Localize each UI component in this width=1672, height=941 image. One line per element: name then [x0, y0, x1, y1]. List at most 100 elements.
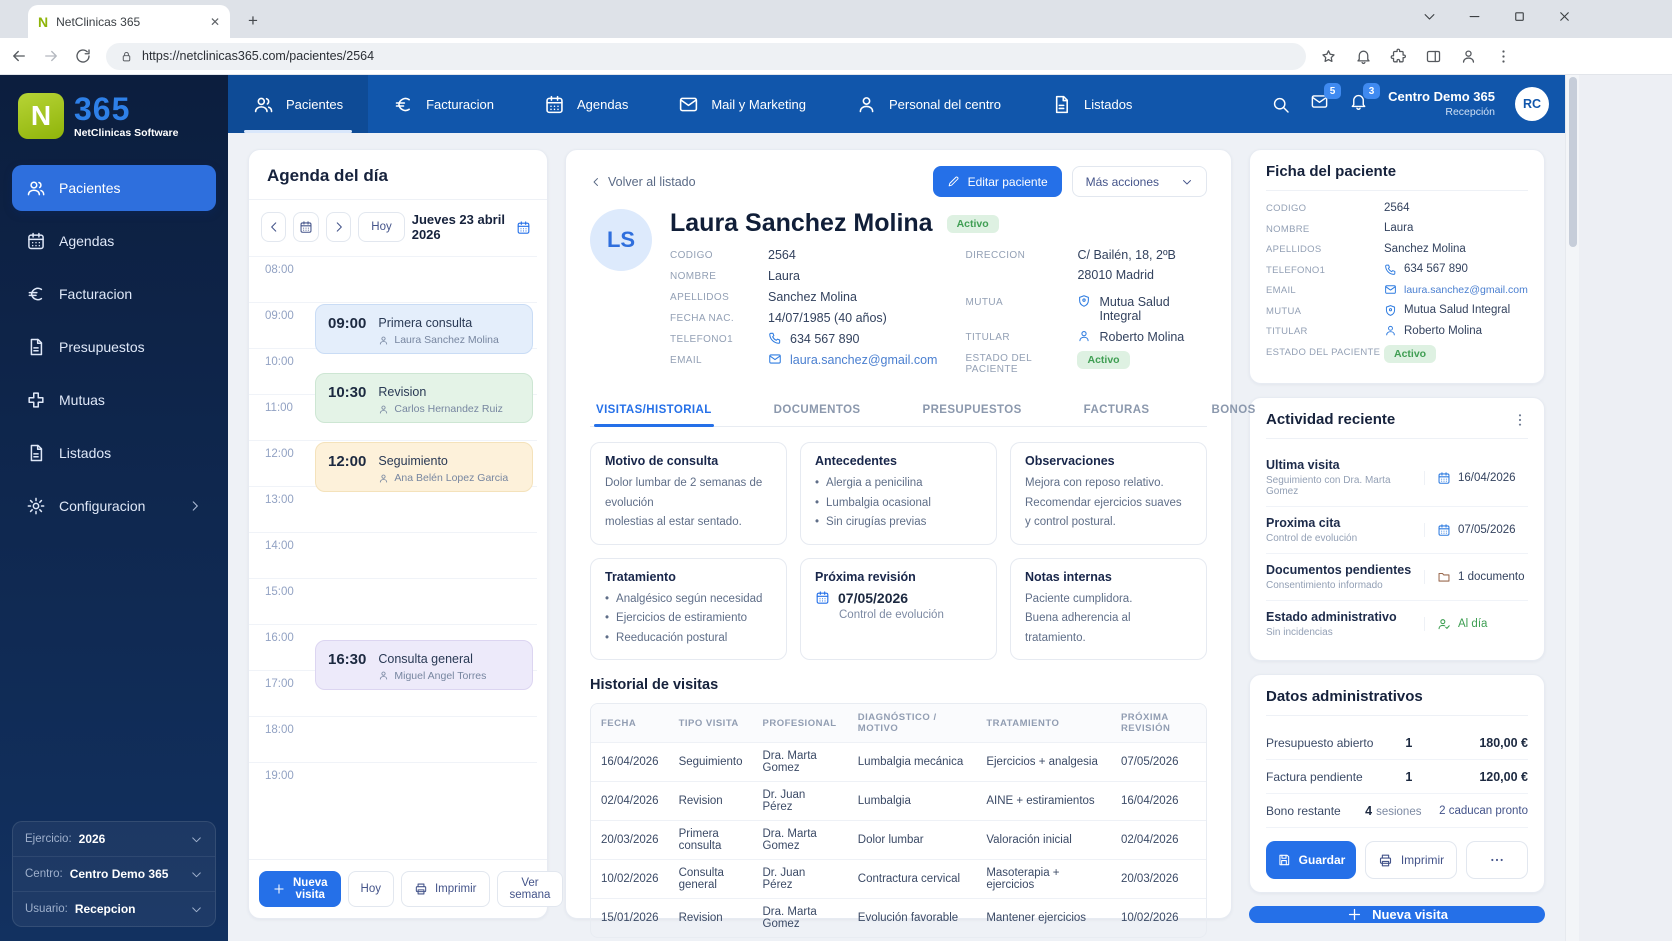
page-scrollbar[interactable]: [1565, 75, 1579, 941]
messages-icon[interactable]: [1310, 92, 1329, 111]
print-button[interactable]: Imprimir: [1365, 841, 1457, 879]
bookmark-star-icon[interactable]: [1320, 48, 1337, 65]
browser-menu-kebab-icon[interactable]: [1495, 48, 1512, 65]
back-icon[interactable]: [10, 47, 28, 65]
agenda-event-seguimiento[interactable]: 12:00 Seguimiento Ana Belén Lopez Garcia: [315, 442, 533, 493]
selector-ejercicio[interactable]: Ejercicio: 2026: [13, 822, 215, 856]
chevron-down-icon: [190, 868, 203, 881]
agenda-slot-1900[interactable]: 19:00: [249, 762, 537, 808]
logo-365: 365: [74, 91, 131, 127]
new-visit-button[interactable]: Nueva visita: [259, 871, 341, 907]
agenda-slot-1800[interactable]: 18:00: [249, 716, 537, 762]
back-to-list-link[interactable]: Volver al listado: [590, 175, 696, 189]
tab-bonos[interactable]: BONOS: [1211, 404, 1256, 416]
pencil-icon: [947, 175, 960, 188]
print-agenda-button[interactable]: Imprimir: [400, 871, 490, 907]
top-nav-personal-del-centro[interactable]: Personal del centro: [831, 75, 1026, 133]
agenda-slot-0900[interactable]: 09:00: [249, 302, 537, 348]
field-email: EMAIL laura.sanchez@gmail.com: [670, 353, 938, 367]
top-nav-listados[interactable]: Listados: [1026, 75, 1157, 133]
extensions-puzzle-icon[interactable]: [1390, 48, 1407, 65]
agenda-today-button[interactable]: Hoy: [358, 212, 405, 242]
visit-row[interactable]: 15/01/2026 Revision Dra. Marta Gomez Evoluc…: [591, 898, 1206, 937]
agenda-event-consulta-general[interactable]: 16:30 Consulta general Miguel Angel Torr…: [315, 639, 533, 690]
new-tab-button[interactable]: +: [248, 11, 258, 30]
agenda-next-button[interactable]: [325, 212, 352, 242]
agenda-slot-1200[interactable]: 12:00: [249, 440, 537, 486]
reload-icon[interactable]: [74, 47, 92, 65]
save-button[interactable]: Guardar: [1266, 841, 1356, 879]
sidebar-item-mutuas[interactable]: Mutuas: [12, 377, 216, 423]
browser-tab-strip: N NetClinicas 365 ✕ +: [0, 0, 1672, 38]
tab-close-icon[interactable]: ✕: [209, 14, 220, 29]
agenda-date[interactable]: Jueves 23 abril 2026: [412, 212, 535, 242]
admin-presupuesto-abierto: Presupuesto abierto 1 180,00 €: [1266, 726, 1528, 760]
admin-title: Datos administrativos: [1266, 688, 1423, 705]
calendar-icon: [299, 220, 313, 234]
visit-row[interactable]: 20/03/2026 Primera consulta Dra. Marta Gom…: [591, 820, 1206, 859]
summary-email: EMAIL laura.sanchez@gmail.com: [1266, 283, 1528, 297]
agenda-slot-1600[interactable]: 16:00: [249, 624, 537, 670]
agenda-slot-1500[interactable]: 15:00: [249, 578, 537, 624]
edit-patient-button[interactable]: Editar paciente: [932, 166, 1062, 197]
agenda-event-primera-consulta[interactable]: 09:00 Primera consulta Laura Sanchez Mol…: [315, 304, 533, 355]
view-week-button[interactable]: Ver semana: [496, 871, 564, 907]
visit-row[interactable]: 02/04/2026 Revision Dr. Juan Pérez Lumbalgi…: [591, 781, 1206, 820]
tab-facturas[interactable]: FACTURAS: [1083, 404, 1150, 416]
agenda-calendar-button[interactable]: [293, 212, 319, 242]
agenda-event-revision[interactable]: 10:30 Revision Carlos Hernandez Ruiz: [315, 373, 533, 424]
agenda-slot-0800[interactable]: 08:00: [249, 256, 537, 302]
new-visit-cta-button[interactable]: Nueva visita: [1249, 906, 1545, 923]
card-observaciones: Observaciones Mejora con reposo relativo.…: [1010, 442, 1207, 545]
card-antecedentes: Antecedentes • Alergia a penicilina • Lumbal…: [800, 442, 997, 545]
top-nav-agendas[interactable]: Agendas: [519, 75, 653, 133]
people-icon: [26, 178, 46, 198]
sidebar-item-listados[interactable]: Listados: [12, 430, 216, 476]
sidebar-item-configuracion[interactable]: Configuracion: [12, 483, 216, 529]
app-logo: N 365 NetClinicas Software: [0, 75, 228, 159]
sidebar-item-pacientes[interactable]: Pacientes: [12, 165, 216, 211]
shield-icon: [1384, 304, 1397, 317]
field-telefono1: TELEFONO1 634 567 890: [670, 332, 860, 346]
agenda-slot-1400[interactable]: 14:00: [249, 532, 537, 578]
activity-menu-kebab-icon[interactable]: [1512, 412, 1528, 428]
chevron-right-icon: [188, 499, 202, 513]
browser-tab[interactable]: N NetClinicas 365 ✕: [28, 5, 230, 38]
tab-presupuestos[interactable]: PRESUPUESTOS: [922, 404, 1022, 416]
today-button[interactable]: Hoy: [347, 871, 394, 907]
visit-row[interactable]: 16/04/2026 Seguimiento Dra. Marta Gomez Lum…: [591, 742, 1206, 781]
window-minimize-icon[interactable]: [1467, 9, 1482, 24]
notifications-icon[interactable]: [1355, 48, 1372, 65]
search-icon[interactable]: [1271, 95, 1290, 114]
top-nav-pacientes[interactable]: Pacientes: [228, 75, 369, 133]
column-pr-xima-revisi-n: PRÓXIMA REVISIÓN: [1110, 704, 1206, 743]
card-notas-internas: Notas internas Paciente cumplidora. Buena …: [1010, 557, 1207, 661]
tab-visitas-historial[interactable]: VISITAS/HISTORIAL: [594, 395, 714, 427]
mail-icon: [678, 94, 699, 115]
sidebar-item-agendas[interactable]: Agendas: [12, 218, 216, 264]
address-bar[interactable]: https://netclinicas365.com/pacientes/256…: [106, 42, 1306, 70]
forward-icon[interactable]: [42, 47, 60, 65]
activity-title: Actividad reciente: [1266, 411, 1396, 428]
window-menu-chevron-icon[interactable]: [1422, 9, 1437, 24]
top-nav-mail-y-marketing[interactable]: Mail y Marketing: [653, 75, 831, 133]
top-nav-facturacion[interactable]: Facturacion: [368, 75, 519, 133]
summary-nombre: NOMBRE Laura: [1266, 222, 1414, 235]
visit-row[interactable]: 10/02/2026 Consulta general Dr. Juan Pérez…: [591, 859, 1206, 898]
agenda-prev-button[interactable]: [261, 212, 287, 242]
user-avatar[interactable]: RC: [1515, 87, 1549, 121]
profile-icon[interactable]: [1460, 48, 1477, 65]
sidebar-item-presupuestos[interactable]: Presupuestos: [12, 324, 216, 370]
logo-subtitle: NetClinicas Software: [74, 127, 179, 139]
more-options-button[interactable]: [1466, 841, 1528, 879]
browser-toolbar: https://netclinicas365.com/pacientes/256…: [0, 38, 1672, 75]
tab-documentos[interactable]: DOCUMENTOS: [773, 404, 861, 416]
more-actions-button[interactable]: Más acciones: [1071, 166, 1207, 197]
selector-centro[interactable]: Centro: Centro Demo 365: [13, 856, 215, 891]
selector-usuario[interactable]: Usuario: Recepcion: [13, 891, 215, 926]
side-panel-icon[interactable]: [1425, 48, 1442, 65]
sidebar-item-facturacion[interactable]: Facturacion: [12, 271, 216, 317]
alerts-bell-icon[interactable]: [1349, 92, 1368, 111]
window-maximize-icon[interactable]: [1512, 9, 1527, 24]
window-close-icon[interactable]: [1557, 9, 1572, 24]
